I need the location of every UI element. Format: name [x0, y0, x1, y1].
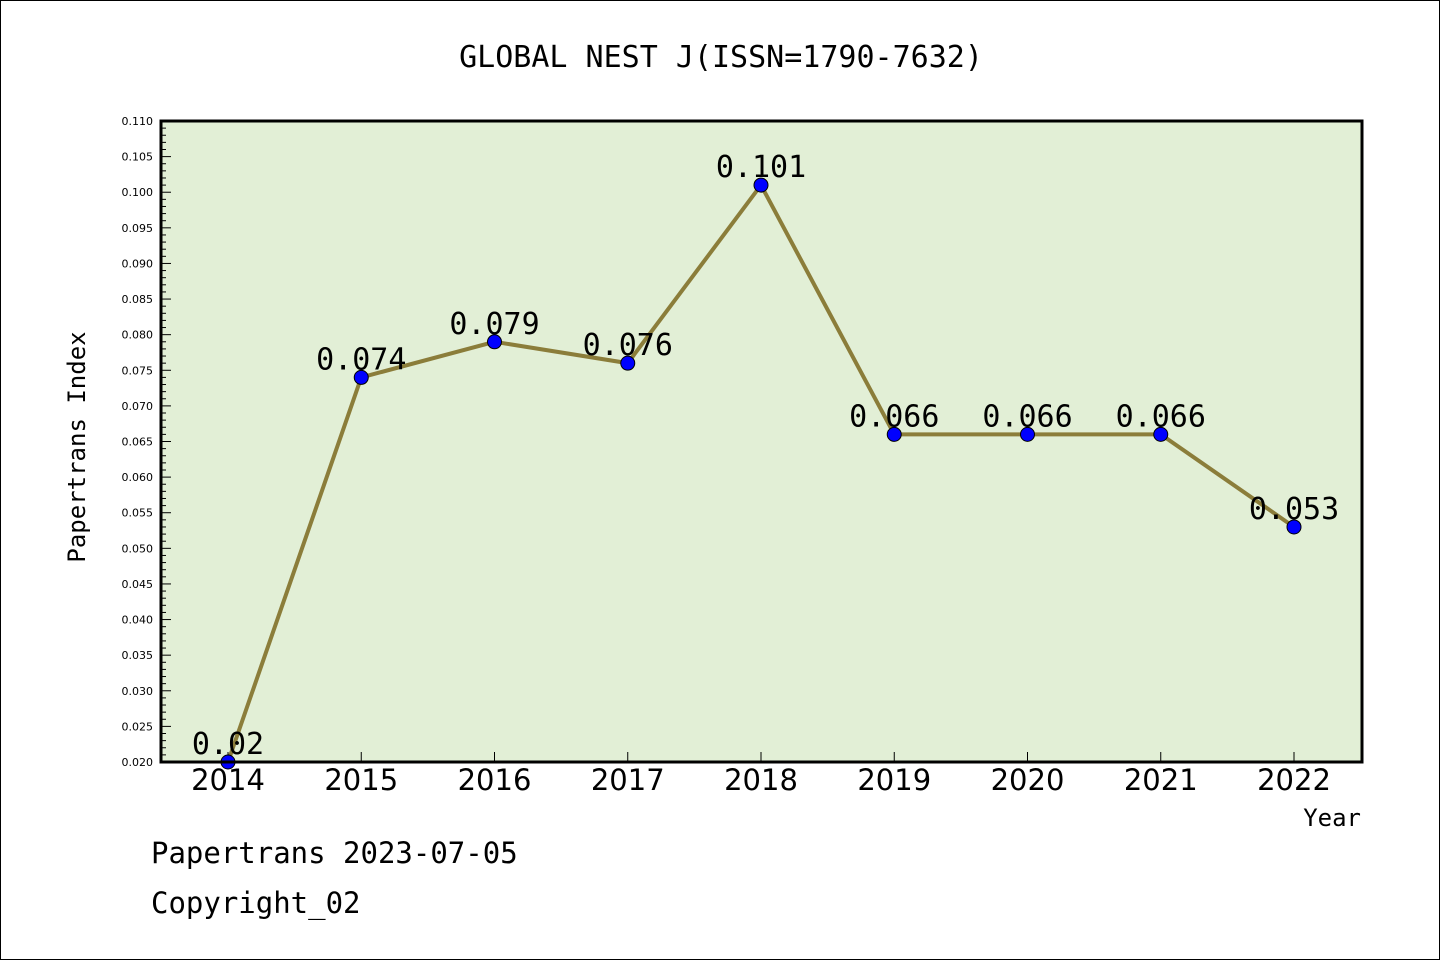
- y-tick-label: 0.030: [122, 685, 154, 698]
- data-label: 0.076: [583, 328, 673, 363]
- y-axis-label: Papertrans Index: [63, 331, 91, 562]
- y-tick-label: 0.055: [122, 507, 154, 520]
- x-tick-label: 2022: [1257, 763, 1331, 797]
- y-tick-label: 0.100: [122, 186, 154, 199]
- data-point: [620, 355, 636, 371]
- data-label: 0.074: [316, 342, 406, 377]
- chart-title: GLOBAL NEST J(ISSN=1790-7632): [459, 40, 983, 75]
- data-label: 0.02: [192, 727, 264, 762]
- data-point: [886, 426, 902, 442]
- y-tick-label: 0.070: [122, 400, 154, 413]
- data-point: [753, 177, 769, 193]
- data-point: [1153, 426, 1169, 442]
- data-point: [353, 369, 369, 385]
- data-labels: 0.02 0.074 0.079 0.076 0.101 0.066 0.066 0.066 0…: [192, 150, 1339, 762]
- x-axis: 2014 2015 2016 2017 2018 2019 2020 2021 2022: [191, 752, 1331, 797]
- data-label: 0.079: [449, 307, 539, 342]
- y-tick-label: 0.085: [122, 293, 154, 306]
- data-point: [1020, 426, 1035, 442]
- data-label: 0.053: [1249, 492, 1339, 527]
- x-tick-label: 2019: [857, 763, 931, 797]
- y-tick-label: 0.060: [122, 471, 154, 484]
- data-label: 0.066: [982, 399, 1072, 434]
- x-tick-label: 2021: [1124, 763, 1198, 797]
- x-axis-label: Year: [1303, 804, 1361, 832]
- y-tick-label: 0.110: [122, 115, 154, 128]
- data-point: [1286, 519, 1302, 535]
- y-tick-label: 0.075: [122, 364, 154, 377]
- x-tick-label: 2016: [458, 763, 532, 797]
- plot-border: [159, 119, 1364, 764]
- footer-date: Papertrans 2023-07-05: [151, 836, 518, 870]
- y-tick-label: 0.020: [122, 756, 154, 769]
- x-tick-label: 2018: [724, 763, 798, 797]
- data-point: [487, 334, 502, 350]
- y-tick-label: 0.050: [122, 542, 154, 555]
- y-tick-label: 0.105: [122, 151, 154, 164]
- y-tick-label: 0.025: [122, 720, 154, 733]
- footer-copyright: Copyright_02: [151, 886, 361, 920]
- data-label: 0.101: [716, 150, 806, 185]
- data-label: 0.066: [1116, 399, 1206, 434]
- x-tick-label: 2015: [324, 763, 398, 797]
- data-label: 0.066: [849, 399, 939, 434]
- y-tick-label: 0.080: [122, 329, 154, 342]
- y-tick-label: 0.035: [122, 649, 154, 662]
- y-tick-label: 0.045: [122, 578, 154, 591]
- y-tick-label: 0.065: [122, 436, 154, 449]
- x-tick-label: 2020: [991, 763, 1065, 797]
- y-tick-label: 0.090: [122, 257, 154, 270]
- y-tick-label: 0.040: [122, 614, 154, 627]
- x-tick-label: 2017: [591, 763, 665, 797]
- y-tick-label: 0.095: [122, 222, 154, 235]
- data-points: [220, 177, 1302, 770]
